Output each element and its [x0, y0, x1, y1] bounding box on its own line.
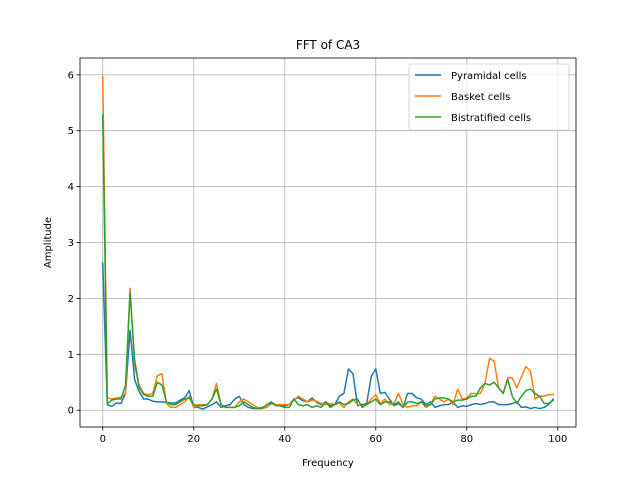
series-layer [101, 75, 555, 410]
y-tick-label: 3 [68, 238, 74, 249]
x-tick-label: 40 [278, 434, 291, 445]
y-tick-label: 6 [68, 70, 74, 81]
legend-label-2: Basket cells [451, 92, 510, 103]
x-tick-label: 60 [369, 434, 382, 445]
series-line-3 [101, 114, 555, 410]
x-axis-label: Frequency [302, 458, 354, 469]
y-tick-label: 2 [68, 294, 74, 305]
legend: Pyramidal cells Basket cells Bistratified … [408, 63, 570, 131]
x-tick-label: 100 [548, 434, 567, 445]
y-tick-label: 4 [68, 182, 74, 193]
x-tick-label: 80 [460, 434, 473, 445]
legend-label-1: Pyramidal cells [451, 71, 527, 82]
x-tick-label: 20 [187, 434, 200, 445]
legend-box [408, 63, 570, 131]
chart-title: FFT of CA3 [296, 38, 360, 52]
ticks: 0 20 40 60 80 100 0 1 2 3 4 5 6 [68, 70, 568, 445]
y-tick-label: 5 [68, 126, 74, 137]
x-tick-label: 0 [100, 434, 106, 445]
grid [80, 58, 576, 427]
legend-label-3: Bistratified cells [451, 113, 531, 124]
y-tick-label: 1 [68, 350, 74, 361]
y-tick-label: 0 [68, 406, 74, 417]
y-axis-label: Amplitude [43, 217, 54, 268]
